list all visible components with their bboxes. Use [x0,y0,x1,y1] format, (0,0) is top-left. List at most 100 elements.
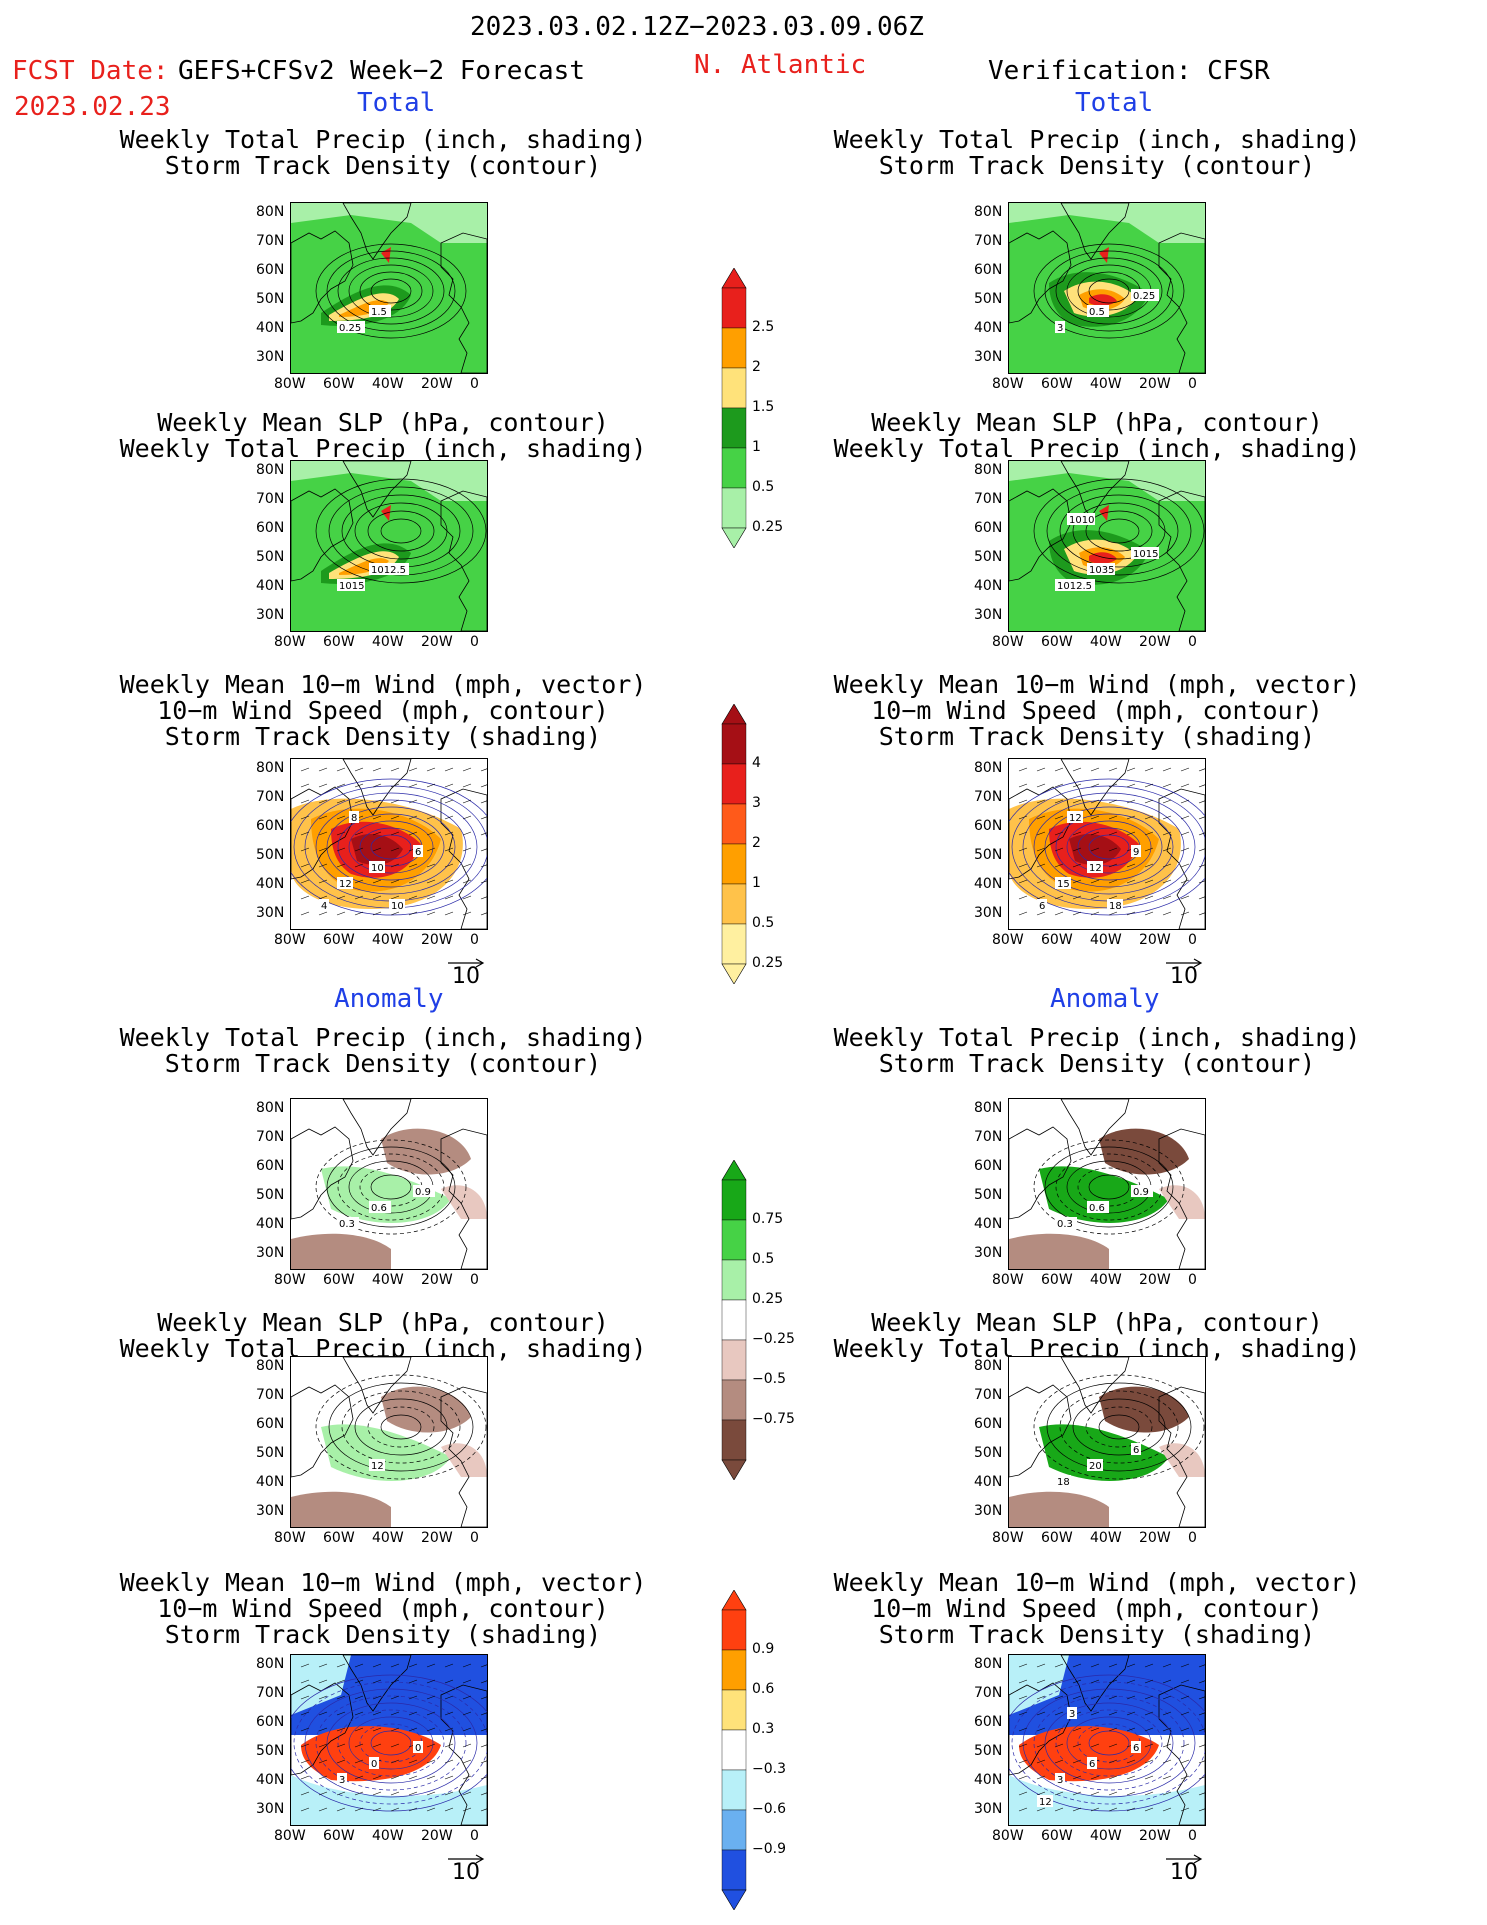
contour-label: 0 [415,1743,421,1754]
longitude-label: 60W [323,1828,355,1844]
contour-label: 6 [1039,901,1045,912]
longitude-label: 60W [1041,634,1073,650]
panel-title-line: 10−m Wind Speed (mph, contour) [871,1594,1323,1623]
contour-label: 3 [1057,323,1063,334]
latitude-label: 40N [974,876,1003,892]
latitude-label: 40N [256,1772,285,1788]
longitude-label: 40W [372,932,404,948]
region-label: N. Atlantic [694,50,867,80]
panel-title-verif-total-wind: Weekly Mean 10−m Wind (mph, vector) 10−m … [817,672,1377,750]
colorbar-tick: 1 [752,875,761,891]
longitude-label: 0 [470,1530,479,1546]
vector-scale-arrow: 10 [1164,1850,1208,1885]
panel-title-line: Weekly Mean SLP (hPa, contour) [157,408,609,437]
panel-title-line: Weekly Mean SLP (hPa, contour) [871,408,1323,437]
longitude-label: 40W [1090,1272,1122,1288]
colorbar-tick: 0.25 [752,955,784,971]
latitude-label: 40N [974,578,1003,594]
longitude-label: 20W [1139,376,1171,392]
panel-title-line: Weekly Mean 10−m Wind (mph, vector) [833,670,1361,699]
panel-title-fcst-total-wind: Weekly Mean 10−m Wind (mph, vector) 10−m … [103,672,663,750]
panel-title-line: Storm Track Density (shading) [164,722,602,751]
longitude-label: 40W [1090,1530,1122,1546]
contour-label: 1.5 [371,307,387,318]
map-fcst-anom-precip: 0.6 0.3 0.9 [290,1098,488,1270]
fcst-total-heading: Total [357,88,436,118]
contour-label: 10 [391,901,404,912]
latitude-label: 50N [974,1187,1003,1203]
panel-title-line: Storm Track Density (shading) [164,1620,602,1649]
latitude-label: 50N [256,1445,285,1461]
longitude-label: 80W [274,1272,306,1288]
contour-label: 0.9 [415,1187,431,1198]
latitude-label: 60N [256,520,285,536]
longitude-label: 0 [1188,376,1197,392]
fcst-date-label: FCST Date: [12,56,169,86]
latitude-label: 30N [256,349,285,365]
colorbar-tick: 2.5 [752,319,775,335]
latitude-label: 60N [974,818,1003,834]
contour-label: 15 [1057,879,1070,890]
contour-label: 3 [1057,1775,1063,1786]
contour-label: 1012.5 [371,565,406,576]
longitude-label: 20W [1139,932,1171,948]
panel-title-line: Storm Track Density (contour) [164,151,602,180]
longitude-label: 80W [274,932,306,948]
longitude-label: 0 [470,1272,479,1288]
map-graphic: 1012.5 1015 [291,461,487,631]
panel-title-fcst-anom-slp: Weekly Mean SLP (hPa, contour) Weekly Tot… [103,1310,663,1362]
latitude-label: 30N [256,607,285,623]
latitude-label: 80N [974,760,1003,776]
latitude-label: 60N [974,262,1003,278]
contour-label: 0.6 [1089,1203,1105,1214]
latitude-label: 30N [974,905,1003,921]
panel-title-verif-anom-precip: Weekly Total Precip (inch, shading) Storm… [817,1025,1377,1077]
latitude-label: 70N [974,491,1003,507]
map-verif-total-slp: 1035 1012.5 1015 1010 [1008,460,1206,632]
latitude-label: 80N [256,1656,285,1672]
fcst-date-value: 2023.02.23 [14,92,171,122]
longitude-label: 0 [470,376,479,392]
panel-title-line: 10−m Wind Speed (mph, contour) [157,696,609,725]
contour-label: 10 [371,863,384,874]
latitude-label: 40N [256,876,285,892]
latitude-label: 60N [974,1416,1003,1432]
contour-label: 0 [371,1759,377,1770]
verification-label: Verification: CFSR [988,56,1270,86]
contour-label: 12 [371,1461,384,1472]
longitude-label: 20W [421,1828,453,1844]
longitude-label: 20W [421,1530,453,1546]
colorbar-tick: −0.9 [752,1841,786,1857]
longitude-label: 20W [1139,634,1171,650]
map-graphic: 0.6 0.3 0.9 [1009,1099,1205,1269]
longitude-label: 60W [323,634,355,650]
map-fcst-anom-wind: 0 3 0 [290,1654,488,1826]
latitude-label: 70N [256,1685,285,1701]
vector-scale-arrow: 10 [446,954,490,989]
latitude-label: 60N [256,1416,285,1432]
colorbar-tick: 0.5 [752,1251,775,1267]
latitude-label: 40N [974,1216,1003,1232]
colorbar-anom_precip: 0.75 0.5 0.25 −0.25 −0.5 −0.75 [720,1159,795,1484]
latitude-label: 30N [256,1245,285,1261]
longitude-label: 60W [323,1272,355,1288]
panel-title-line: Weekly Mean 10−m Wind (mph, vector) [119,670,647,699]
vector-scale-label: 10 [1170,1860,1198,1885]
map-fcst-total-precip: 1.5 0.25 [290,202,488,374]
map-graphic: 0.5 3 0.25 [1009,203,1205,373]
latitude-label: 40N [256,1216,285,1232]
contour-label: 1012.5 [1057,581,1092,592]
latitude-label: 40N [974,1474,1003,1490]
colorbar-tick: 1.5 [752,399,775,415]
latitude-label: 80N [256,1358,285,1374]
panel-title-fcst-total-slp: Weekly Mean SLP (hPa, contour) Weekly Tot… [103,410,663,462]
map-fcst-anom-slp: 12 [290,1356,488,1528]
longitude-label: 80W [992,1828,1024,1844]
map-fcst-total-slp: 1012.5 1015 [290,460,488,632]
latitude-label: 80N [974,204,1003,220]
latitude-label: 50N [256,1743,285,1759]
latitude-label: 70N [974,789,1003,805]
latitude-label: 50N [256,549,285,565]
contour-label: 3 [1069,1709,1075,1720]
verif-anomaly-heading: Anomaly [1050,984,1160,1014]
